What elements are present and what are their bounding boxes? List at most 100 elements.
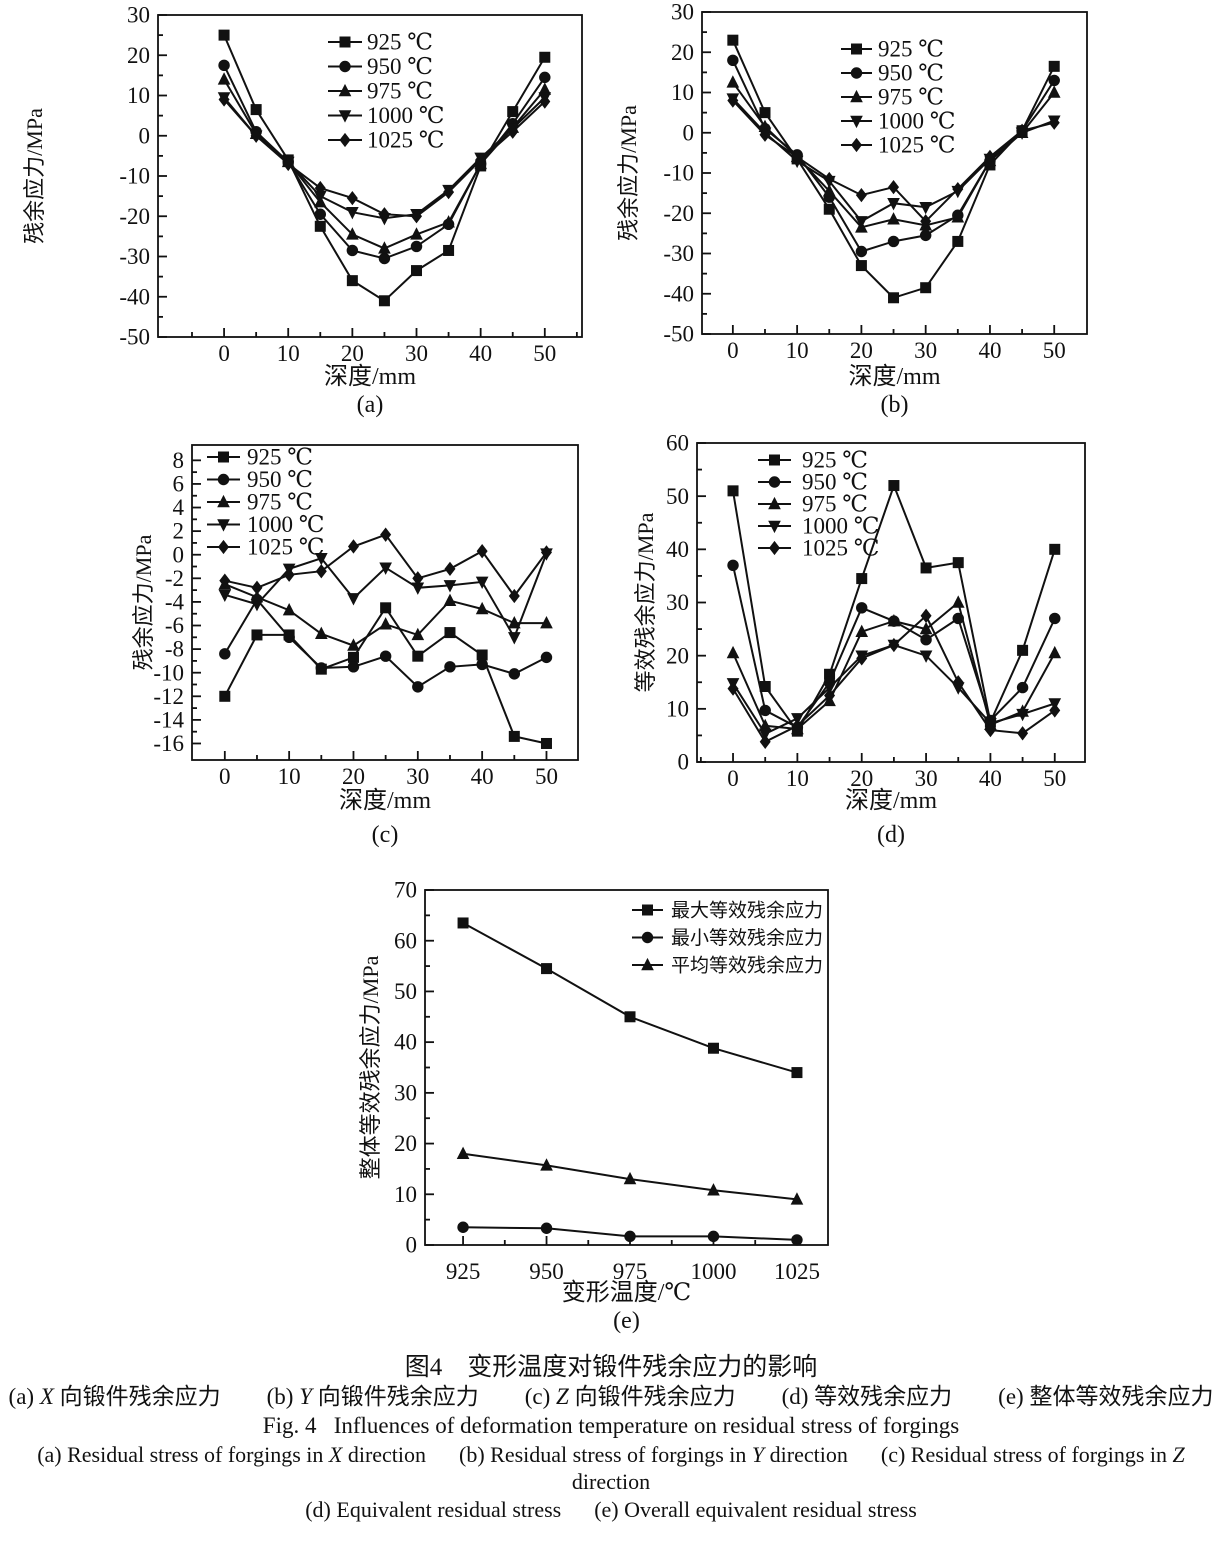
data-point — [412, 571, 424, 586]
x-tick-label: 50 — [533, 341, 556, 366]
y-tick-label: -50 — [119, 325, 150, 350]
legend-label: 1000 ℃ — [802, 514, 879, 539]
data-point — [824, 668, 836, 680]
series-line — [732, 614, 1056, 744]
data-point — [707, 1183, 720, 1196]
data-point — [347, 661, 360, 673]
series-triangle-up — [218, 577, 553, 651]
data-point — [791, 1234, 803, 1246]
data-point — [1017, 726, 1029, 741]
data-point — [218, 92, 230, 107]
data-point — [508, 588, 520, 604]
x-axis: 925 950 975 1000 1025 — [446, 1236, 820, 1284]
x-tick-label: 0 — [219, 764, 231, 789]
legend-marker — [641, 957, 654, 971]
data-point — [444, 561, 456, 577]
data-point — [507, 615, 521, 629]
caption-segment: 向锻件残余应力 (c) — [312, 1384, 557, 1410]
legend-marker — [769, 540, 780, 556]
legend-label: 1025 ℃ — [367, 128, 444, 153]
data-point — [507, 106, 519, 118]
x-tick-label: 20 — [850, 766, 873, 791]
x-tick-label: 975 — [613, 1259, 648, 1284]
caption-segment: 向锻件残余应力 (d) 等效残余应力 (e) 整体等效残余应力 — [568, 1384, 1214, 1410]
legend-marker — [217, 494, 230, 508]
data-point — [855, 245, 868, 258]
data-point — [378, 241, 391, 254]
y-tick-label: -20 — [119, 204, 150, 229]
data-point — [791, 1067, 803, 1079]
data-point — [727, 54, 739, 67]
data-point — [759, 734, 771, 749]
data-point — [475, 152, 487, 168]
y-tick-label: -16 — [153, 731, 184, 756]
data-point — [411, 265, 423, 277]
x-tick-label: 10 — [278, 764, 301, 789]
legend-label: 975 ℃ — [367, 79, 433, 104]
data-point — [823, 171, 835, 187]
legend-marker — [217, 473, 230, 486]
data-point — [887, 235, 900, 248]
data-point — [727, 485, 739, 497]
legend-marker — [339, 132, 351, 148]
caption-en-subcaptions-1: (a) Residual stress of forgings in X dir… — [0, 1441, 1222, 1496]
data-point — [888, 637, 900, 653]
data-point — [347, 651, 359, 663]
legend-marker — [218, 539, 229, 555]
series-line — [224, 583, 547, 647]
series-line — [732, 482, 1056, 734]
data-point — [539, 51, 551, 63]
series-line — [732, 643, 1056, 736]
data-point — [380, 527, 392, 542]
caption-segment: Y — [299, 1384, 313, 1410]
data-point — [378, 252, 391, 265]
y-tick-label: -10 — [153, 660, 184, 685]
data-point — [1048, 60, 1060, 72]
x-tick-label: 50 — [535, 764, 558, 789]
y-tick-label: 30 — [666, 590, 689, 615]
plot-area: 925 950 975 1000 1025 70 60 50 40 30 20 10 0 变形温度/℃ 整体… — [358, 878, 829, 1334]
data-point — [790, 1192, 804, 1205]
data-point — [952, 181, 964, 197]
data-point — [822, 183, 836, 197]
y-axis: 60 50 40 30 20 10 0 — [666, 431, 706, 775]
data-point — [282, 603, 296, 616]
legend-marker — [850, 115, 863, 129]
data-point — [314, 553, 328, 566]
y-tick-label: 4 — [173, 495, 185, 520]
subplot-label: (c) — [372, 822, 399, 848]
data-point — [1048, 645, 1062, 659]
legend-marker — [339, 60, 351, 73]
x-tick-label: 0 — [727, 338, 739, 363]
data-point — [315, 564, 327, 579]
y-tick-label: 50 — [394, 979, 417, 1004]
y-axis: 70 60 50 40 30 20 10 0 — [394, 878, 434, 1258]
x-axis: 0 10 20 30 40 50 — [727, 325, 1066, 363]
data-point — [824, 688, 836, 703]
legend-label: 1000 ℃ — [878, 109, 955, 134]
legend-marker — [338, 110, 352, 123]
x-tick-label: 10 — [277, 341, 300, 366]
y-tick-label: 40 — [666, 537, 689, 562]
data-point — [219, 573, 231, 588]
data-point — [411, 627, 425, 641]
legend-label: 925 ℃ — [878, 37, 944, 62]
legend-label: 975 ℃ — [247, 490, 313, 515]
y-tick-label: -30 — [119, 244, 150, 269]
data-point — [314, 220, 326, 232]
data-point — [888, 480, 900, 492]
caption-segment: direction (b) Residual stress of forging… — [342, 1441, 752, 1467]
caption-segment: Z — [1172, 1441, 1185, 1467]
legend-label: 950 ℃ — [878, 61, 944, 86]
data-point — [508, 730, 520, 742]
data-point — [951, 210, 965, 223]
x-tick-label: 30 — [406, 764, 429, 789]
data-point — [920, 214, 932, 229]
data-point — [540, 737, 552, 749]
data-point — [726, 645, 740, 659]
y-tick-label: -10 — [663, 161, 694, 186]
data-point — [250, 599, 264, 612]
data-point — [920, 608, 932, 623]
legend-label: 975 ℃ — [878, 85, 944, 110]
data-point — [727, 559, 739, 572]
